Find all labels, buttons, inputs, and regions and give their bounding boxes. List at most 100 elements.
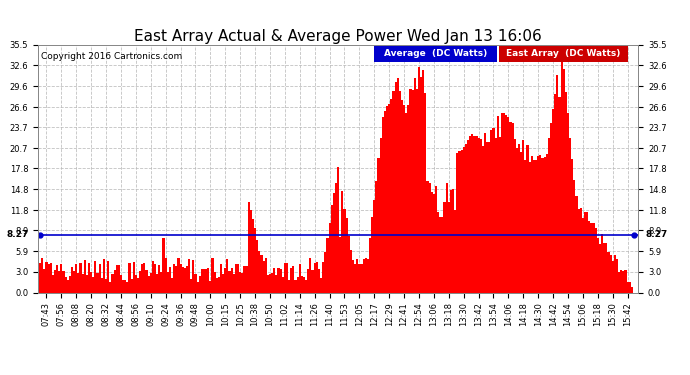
Bar (54, 270, 56, 292)
Bar (314, 262, 316, 292)
Bar (299, 264, 301, 292)
Bar (335, 183, 337, 292)
Bar (222, 274, 224, 292)
Bar (337, 167, 339, 292)
Bar (422, 70, 424, 292)
Bar (531, 156, 533, 292)
Bar (522, 140, 524, 292)
Bar (169, 267, 171, 292)
Bar (56, 265, 58, 292)
Bar (371, 217, 373, 292)
Bar (537, 156, 540, 292)
Bar (535, 160, 537, 292)
Bar (209, 281, 211, 292)
Bar (578, 209, 580, 292)
Bar (307, 269, 309, 292)
Bar (135, 275, 137, 292)
Bar (103, 258, 105, 292)
Bar (362, 259, 365, 292)
Bar (241, 273, 244, 292)
Bar (309, 258, 311, 292)
Bar (146, 270, 148, 292)
Bar (505, 115, 507, 292)
Bar (354, 264, 356, 292)
Bar (81, 274, 83, 292)
Bar (514, 139, 516, 292)
Bar (203, 268, 205, 292)
Bar (346, 217, 348, 292)
Bar (190, 279, 193, 292)
Bar (495, 138, 497, 292)
Bar (41, 258, 43, 292)
Bar (156, 273, 158, 292)
Bar (491, 130, 493, 292)
Bar (542, 158, 544, 292)
Bar (86, 275, 88, 292)
Bar (603, 243, 605, 292)
Bar (316, 262, 318, 292)
Bar (199, 276, 201, 292)
Bar (552, 109, 554, 292)
Bar (562, 69, 565, 292)
Bar (377, 158, 380, 292)
Bar (258, 251, 260, 292)
Bar (265, 258, 267, 292)
Bar (75, 264, 77, 292)
Bar (497, 116, 499, 292)
Bar (120, 275, 122, 292)
Bar (520, 152, 522, 292)
Bar (573, 180, 575, 292)
Bar (67, 280, 69, 292)
Bar (595, 228, 597, 292)
Bar (256, 240, 258, 292)
Bar (254, 228, 256, 292)
Bar (435, 186, 437, 292)
Bar (141, 264, 144, 292)
Bar (507, 117, 509, 292)
Bar (303, 278, 305, 292)
Bar (395, 82, 397, 292)
Bar (248, 202, 250, 292)
Bar (493, 128, 495, 292)
Bar (554, 94, 556, 292)
Bar (384, 111, 386, 292)
Bar (71, 267, 73, 292)
Bar (58, 271, 60, 292)
Bar (260, 255, 262, 292)
Bar (352, 260, 354, 292)
Bar (375, 181, 377, 292)
Bar (388, 104, 391, 292)
Bar (569, 138, 571, 292)
Bar (158, 265, 160, 292)
Bar (114, 270, 116, 292)
Bar (544, 158, 546, 292)
Bar (246, 266, 248, 292)
Bar (154, 264, 156, 292)
Bar (597, 238, 599, 292)
Bar (450, 189, 452, 292)
Bar (139, 271, 141, 292)
Text: Average  (DC Watts): Average (DC Watts) (384, 49, 487, 58)
Bar (382, 117, 384, 292)
Bar (473, 136, 475, 292)
Bar (418, 67, 420, 292)
Bar (484, 133, 486, 292)
Bar (148, 276, 150, 292)
Bar (618, 272, 620, 292)
Bar (118, 265, 120, 292)
Bar (331, 205, 333, 292)
Bar (509, 122, 511, 292)
Bar (629, 282, 631, 292)
Bar (320, 278, 322, 292)
Bar (290, 268, 293, 292)
Bar (401, 100, 403, 292)
Bar (518, 144, 520, 292)
Bar (622, 272, 624, 292)
Bar (546, 154, 548, 292)
Bar (333, 194, 335, 292)
Bar (179, 264, 181, 292)
Bar (128, 263, 130, 292)
Bar (454, 210, 456, 292)
Bar (324, 252, 326, 292)
Bar (173, 264, 175, 292)
